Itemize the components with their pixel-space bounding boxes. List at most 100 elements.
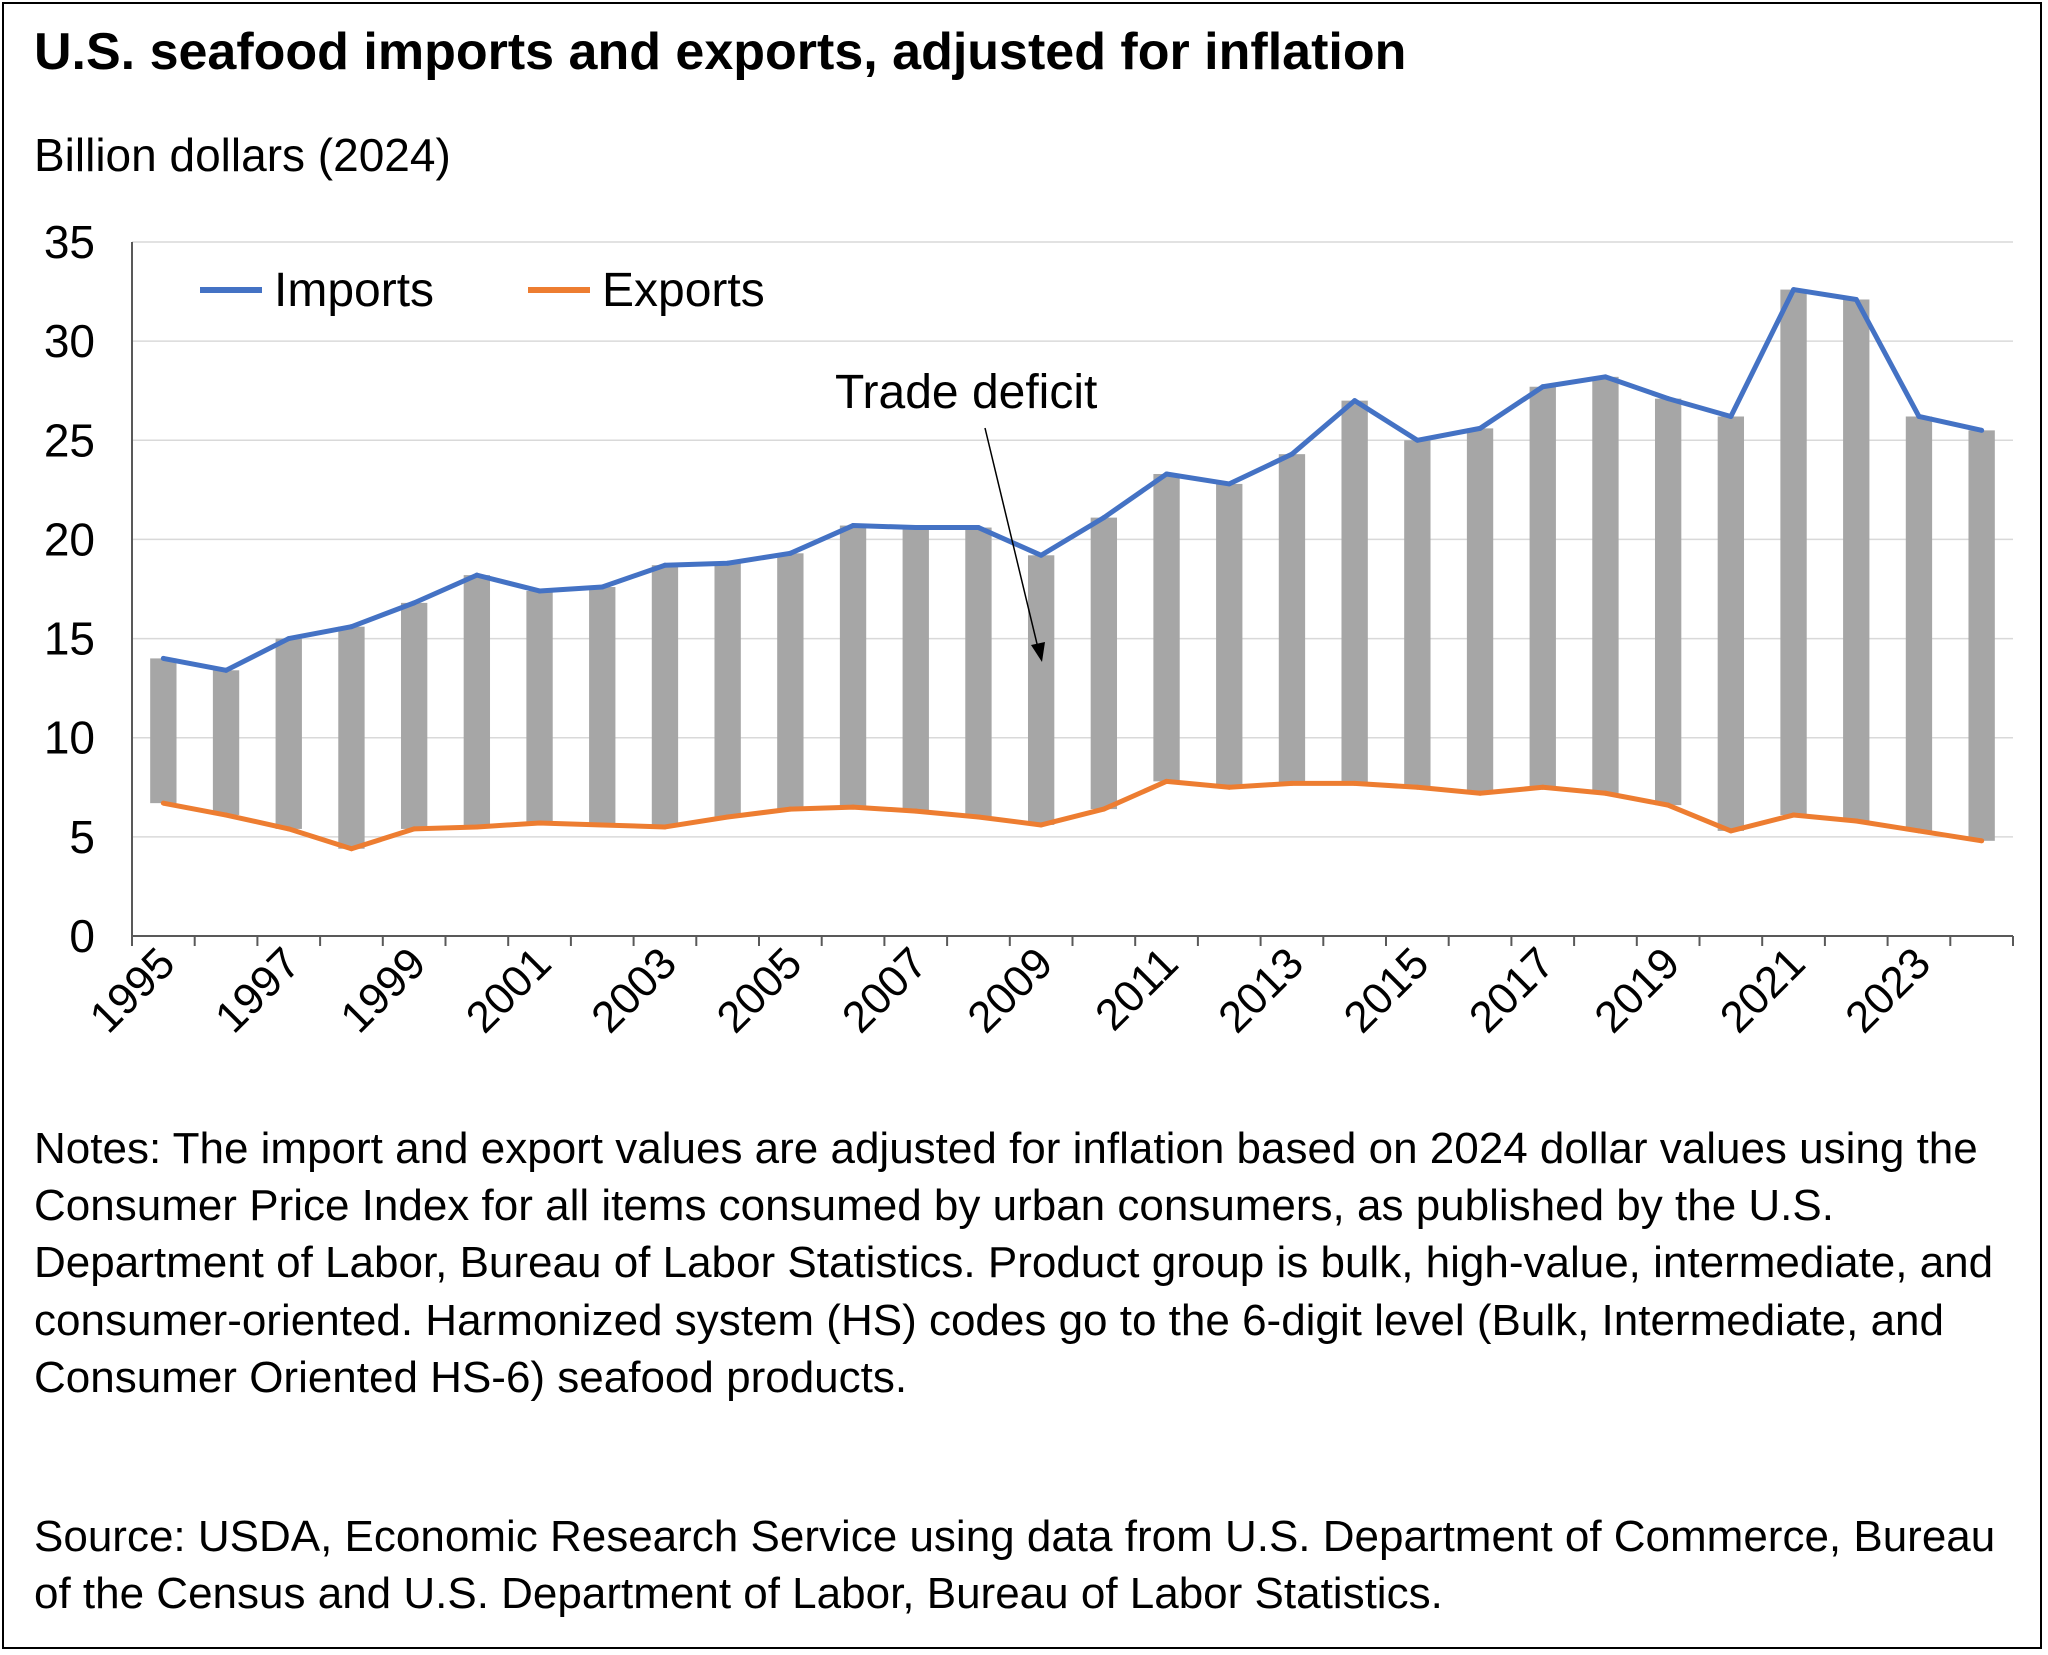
data-point-exports [787,806,793,812]
data-point-imports [1101,515,1107,521]
deficit-bar [651,565,679,827]
data-point-exports [1602,790,1608,796]
data-point-imports [1602,374,1608,380]
legend-exports-label: Exports [602,264,765,317]
x-tick-label: 1995 [81,938,185,1042]
data-point-imports [1352,398,1358,404]
y-tick-label: 25 [44,414,95,466]
chart-title: U.S. seafood imports and exports, adjust… [34,23,1407,81]
data-point-exports [662,824,668,830]
y-tick-label: 0 [69,910,95,962]
data-point-imports [286,636,292,642]
data-point-exports [725,814,731,820]
x-tick-label: 2007 [833,938,937,1042]
data-point-imports [913,525,919,531]
series-lines [160,287,1985,852]
data-point-exports [1916,828,1922,834]
deficit-bar [902,527,929,812]
annotation: Trade deficit [835,366,1097,662]
data-point-imports [160,655,166,661]
x-tick-label: 2003 [582,938,686,1042]
deficit-bar [212,670,240,816]
source-text: Source: USDA, Economic Research Service … [34,1512,1996,1619]
data-point-exports [599,822,605,828]
deficit-bar [1592,376,1619,794]
deficit-bar [1780,289,1807,816]
data-point-imports [725,560,731,566]
data-point-exports [1665,802,1671,808]
data-point-exports [537,820,543,826]
data-point-exports [1226,784,1232,790]
data-point-exports [1979,838,1985,844]
y-tick-label: 35 [44,216,95,268]
deficit-bar [1466,428,1494,794]
deficit-bar [1027,555,1055,825]
data-point-imports [787,550,793,556]
x-tick-label: 2019 [1585,938,1689,1042]
data-point-exports [160,800,166,806]
series-line-exports [162,778,1983,852]
x-tick-label: 2015 [1335,938,1439,1042]
data-point-exports [474,824,480,830]
data-point-imports [1540,384,1546,390]
x-tick-label: 2001 [457,938,561,1042]
data-point-imports [411,600,417,606]
data-point-exports [1164,778,1170,784]
data-point-exports [913,808,919,814]
y-tick-label: 30 [44,315,95,367]
data-point-exports [1414,784,1420,790]
data-point-exports [1728,828,1734,834]
deficit-bar [338,626,365,849]
gridlines [132,241,2013,838]
data-point-imports [1916,413,1922,419]
data-point-imports [850,523,856,529]
data-point-imports [599,584,605,590]
trade-deficit-annotation: Trade deficit [835,366,1097,419]
data-point-imports [1038,552,1044,558]
deficit-bar [1654,398,1682,806]
data-point-imports [1728,413,1734,419]
y-axis-unit-label: Billion dollars (2024) [34,129,451,181]
data-point-imports [1289,451,1295,457]
data-point-imports [348,624,354,630]
x-tick-label: 1997 [206,938,310,1042]
deficit-bar [714,563,741,818]
data-point-imports [1853,297,1859,303]
y-tick-label: 20 [44,513,95,565]
annotation-arrow-head [1031,642,1045,662]
y-tick-label: 10 [44,712,95,764]
deficit-bar [150,658,177,804]
deficit-bars [150,289,1995,849]
data-point-imports [1791,287,1797,293]
legend-imports-label: Imports [274,264,434,317]
deficit-bar [1843,299,1870,821]
data-point-exports [411,826,417,832]
x-tick-label: 2021 [1711,938,1815,1042]
data-point-exports [1289,780,1295,786]
data-point-exports [223,812,229,818]
data-point-exports [1352,780,1358,786]
y-tick-label: 5 [69,811,95,863]
deficit-bar [589,587,616,825]
deficit-bar [777,553,804,810]
data-point-imports [1665,396,1671,402]
data-point-imports [474,572,480,578]
data-point-exports [1791,812,1797,818]
data-point-exports [1853,818,1859,824]
data-point-exports [348,846,354,852]
x-tick-label: 2023 [1836,938,1940,1042]
deficit-bar [463,575,491,827]
deficit-bar [965,527,992,818]
x-tick-label: 2005 [708,938,812,1042]
deficit-bar [839,525,867,808]
deficit-bar [1968,430,1995,841]
deficit-bar [526,590,553,823]
series-line-imports [162,287,1983,673]
data-point-imports [537,588,543,594]
annotation-arrow-line [984,427,1039,649]
data-point-exports [1038,822,1044,828]
data-point-exports [1101,806,1107,812]
deficit-bar [275,638,302,829]
deficit-bar [1905,416,1933,831]
